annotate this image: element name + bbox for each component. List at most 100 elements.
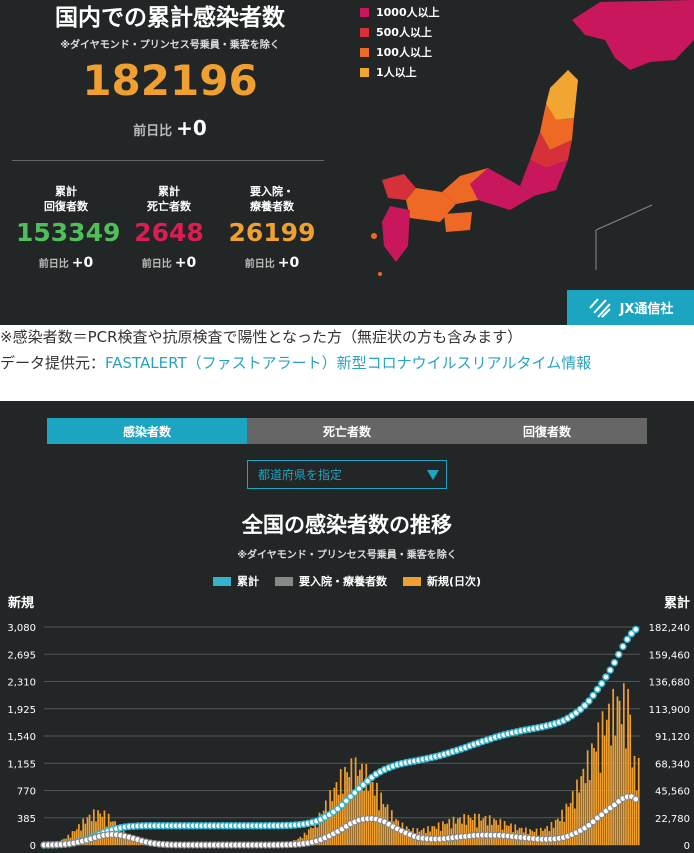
daily-bar — [399, 828, 402, 845]
daily-bar — [388, 821, 391, 845]
legend-item: 500人以上 — [360, 22, 440, 42]
daily-bar — [86, 817, 89, 845]
cumulative-point — [351, 788, 359, 797]
daily-bar — [556, 818, 559, 845]
daily-bar — [571, 791, 574, 845]
tab-recovered[interactable]: 回復者数 — [447, 418, 647, 444]
daily-bar — [631, 767, 634, 845]
cumulative-point — [614, 650, 623, 659]
daily-bar — [463, 814, 466, 845]
daily-bar — [71, 831, 74, 845]
jx-logo-icon — [588, 297, 611, 318]
summary-note: ※ダイヤモンド・プリンセス号乗員・乗客を除く — [60, 40, 280, 51]
prefecture-select-value: 都道府県を指定 — [258, 468, 343, 482]
daily-bar — [342, 793, 344, 845]
daily-bar — [478, 813, 480, 845]
stat-label: 要入院・ 療養者数 — [250, 185, 294, 213]
y-tick-right: 45,560 — [655, 787, 690, 798]
daily-bar — [580, 776, 583, 845]
caret-down-icon — [427, 470, 439, 480]
daily-bar — [73, 831, 76, 845]
japan-map[interactable] — [360, 0, 694, 290]
data-source-link[interactable]: FASTALERT（ファストアラート）新型コロナウイルスリアルタイム情報 — [105, 354, 592, 372]
cumulative-point — [593, 685, 602, 694]
stat-prev: 前日比 +0 — [38, 255, 94, 271]
daily-bar — [312, 828, 314, 845]
tab-infected[interactable]: 感染者数 — [47, 418, 247, 444]
stat-recovered: 累計 回復者数 153349 前日比 +0 — [16, 184, 121, 271]
cumulative-point — [610, 658, 619, 667]
daily-bar — [365, 764, 368, 845]
daily-bar — [444, 824, 446, 845]
legend-cumulative[interactable]: 累計 — [212, 573, 259, 589]
daily-bar — [303, 832, 306, 845]
prev-value: +0 — [176, 116, 207, 140]
daily-bar — [307, 829, 310, 845]
stat-value: 153349 — [16, 218, 121, 247]
y-tick-left: 1,540 — [7, 732, 36, 743]
daily-bar — [376, 782, 378, 845]
stat-label: 累計 死亡者数 — [147, 185, 191, 213]
infection-note: ※感染者数＝PCR検査や抗原検査で陽性となった方（無症状の方も含みます） — [0, 328, 523, 346]
prefecture-select[interactable]: 都道府県を指定 — [247, 460, 447, 489]
prev-label: 前日比 — [133, 124, 173, 139]
daily-bar — [605, 719, 608, 845]
y-tick-left: 1,155 — [7, 759, 36, 770]
y-tick-left: 0 — [30, 841, 36, 852]
daily-bar — [582, 768, 585, 845]
page-title: 国内での累計感染者数 — [55, 5, 285, 31]
daily-bar — [393, 821, 395, 845]
y-tick-right: 159,460 — [649, 650, 690, 661]
daily-bar — [310, 827, 312, 845]
y-tick-left: 2,695 — [7, 650, 36, 661]
daily-bar — [574, 808, 576, 845]
daily-bar — [333, 787, 336, 845]
daily-bar — [484, 815, 487, 845]
chart-plot: 0 0 385 22,780 770 45,560 1,155 68,340 1,540 91,1… — [7, 623, 690, 852]
daily-bar — [67, 834, 70, 845]
daily-bar — [442, 821, 444, 845]
daily-bar — [127, 836, 129, 845]
tab-bar: 感染者数 死亡者数 回復者数 — [47, 418, 647, 444]
daily-bar — [78, 824, 80, 845]
daily-bar — [550, 821, 553, 845]
daily-bar — [92, 809, 95, 845]
daily-bar — [616, 696, 619, 845]
legend-hospitalized[interactable]: 要入院・療養者数 — [274, 573, 387, 589]
hospitalized-point — [632, 795, 640, 803]
legend-daily[interactable]: 新規(日次) — [402, 573, 481, 589]
cumulative-point — [623, 635, 631, 644]
daily-bar — [635, 790, 638, 845]
daily-bar — [554, 819, 557, 845]
daily-bar — [378, 810, 380, 845]
daily-bar — [361, 763, 363, 845]
y-tick-right: 68,340 — [655, 759, 690, 770]
daily-bar — [620, 724, 623, 845]
daily-bar — [346, 772, 348, 845]
y-tick-right: 0 — [684, 841, 690, 852]
daily-bar — [597, 722, 600, 845]
cumulative-point — [589, 691, 597, 700]
daily-bar — [369, 776, 372, 845]
daily-bar — [603, 735, 606, 845]
daily-bar — [569, 802, 572, 845]
daily-bar — [75, 829, 78, 845]
daily-bar — [84, 823, 87, 845]
daily-bar — [448, 818, 451, 845]
daily-bar — [567, 806, 570, 845]
cumulative-point — [580, 701, 589, 710]
cumulative-point — [606, 666, 614, 674]
brand-badge[interactable]: JX通信社 — [567, 290, 694, 325]
daily-bar — [456, 818, 459, 845]
daily-bar — [482, 818, 485, 845]
tab-deaths[interactable]: 死亡者数 — [247, 418, 447, 444]
daily-bar — [576, 779, 578, 845]
y-tick-right: 22,780 — [655, 814, 690, 825]
daily-bar — [584, 783, 587, 845]
legend-item: 1人以上 — [360, 62, 440, 82]
daily-bar — [459, 817, 461, 845]
daily-bar — [608, 703, 610, 845]
daily-bar — [320, 814, 323, 845]
cumulative-point — [619, 642, 627, 651]
daily-bar — [561, 809, 563, 845]
